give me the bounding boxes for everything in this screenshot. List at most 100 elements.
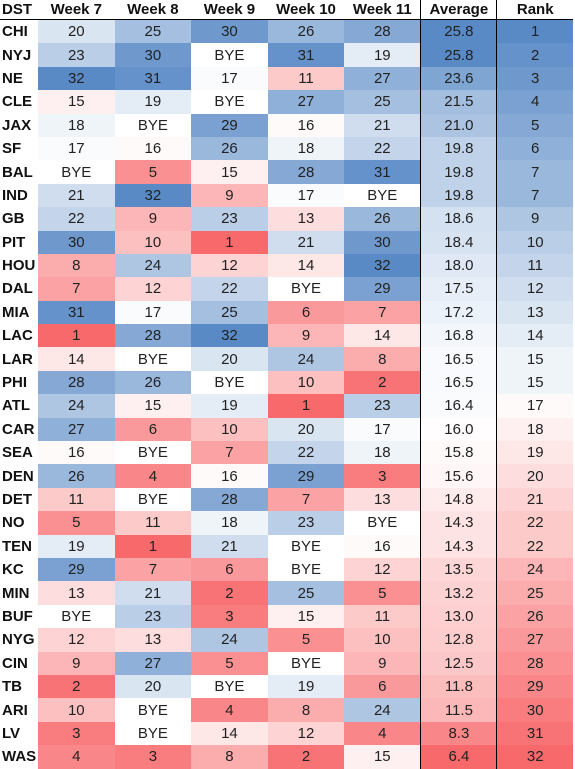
heatmap-cell: 19 [114,90,192,114]
rank-cell: 19 [496,441,573,465]
heatmap-cell: 19 [344,43,421,67]
table-row: CLE 15 19 BYE 27 25 21.5 4 [0,90,573,114]
heatmap-cell: 23 [344,394,421,418]
heatmap-cell: 27 [267,90,345,114]
heatmap-cell: 24 [114,253,192,278]
heatmap-cell: 32 [114,183,192,208]
heatmap-cell: 6 [114,417,192,442]
heatmap-cell: 3 [344,464,421,488]
table-row: MIA 31 17 25 6 7 17.2 13 [0,300,573,325]
team-label: LAC [0,324,39,348]
header-week-10: Week 10 [267,0,345,20]
team-label: LAR [0,347,39,371]
average-cell: 8.3 [420,721,497,746]
heatmap-cell: 21 [267,230,345,254]
heatmap-cell: 11 [114,511,192,535]
rank-cell: 26 [496,604,573,629]
rank-cell: 2 [496,43,573,67]
heatmap-cell: 22 [344,136,421,161]
heatmap-cell: 30 [38,230,115,254]
heatmap-cell: 15 [191,160,268,184]
team-label: CAR [0,417,39,442]
table-row: SEA 16 BYE 7 22 18 15.8 19 [0,441,573,465]
rank-cell: 5 [496,113,573,137]
heatmap-cell: 12 [114,277,192,301]
table-row: TB 2 20 BYE 19 6 11.8 29 [0,674,573,699]
header-dst: DST [0,0,39,20]
rank-cell: 30 [496,698,573,722]
heatmap-cell: 3 [191,604,268,629]
heatmap-cell: 8 [38,253,115,278]
heatmap-cell: 8 [267,698,345,722]
heatmap-cell: 29 [38,557,115,582]
heatmap-cell: 1 [191,230,268,254]
team-label: NYJ [0,43,39,67]
rank-cell: 10 [496,230,573,254]
heatmap-cell: 20 [191,347,268,371]
average-cell: 11.8 [420,674,497,699]
heatmap-cell: 18 [344,441,421,465]
heatmap-cell: BYE [191,90,268,114]
heatmap-cell: 15 [38,90,115,114]
heatmap-cell: 21 [344,113,421,137]
team-label: CLE [0,90,39,114]
heatmap-cell: 10 [344,628,421,652]
heatmap-cell: 12 [38,628,115,652]
average-cell: 14.3 [420,534,497,558]
heatmap-cell: 25 [191,300,268,325]
heatmap-cell: BYE [38,604,115,629]
heatmap-cell: 3 [38,721,115,746]
team-label: TEN [0,534,39,558]
average-cell: 25.8 [420,19,497,44]
heatmap-cell: BYE [114,113,192,137]
average-cell: 17.5 [420,277,497,301]
heatmap-cell: 23 [114,604,192,629]
heatmap-cell: 16 [38,441,115,465]
heatmap-cell: 19 [191,394,268,418]
heatmap-cell: 32 [344,253,421,278]
rank-cell: 9 [496,207,573,231]
average-cell: 17.2 [420,300,497,325]
heatmap-cell: 11 [267,66,345,91]
heatmap-cell: 7 [191,441,268,465]
rank-cell: 7 [496,183,573,208]
heatmap-cell: 30 [191,19,268,44]
heatmap-cell: 31 [114,66,192,91]
rank-cell: 22 [496,511,573,535]
table-row: CHI 20 25 30 26 28 25.8 1 [0,19,573,44]
table-row: TEN 19 1 21 BYE 16 14.3 22 [0,534,573,558]
heatmap-cell: 25 [267,581,345,605]
team-label: NE [0,66,39,91]
rank-cell: 22 [496,534,573,558]
rank-cell: 7 [496,160,573,184]
heatmap-cell: 14 [267,253,345,278]
heatmap-cell: 24 [191,628,268,652]
table-row: BAL BYE 5 15 28 31 19.8 7 [0,160,573,184]
heatmap-cell: 9 [114,207,192,231]
average-cell: 15.8 [420,441,497,465]
heatmap-cell: 10 [191,417,268,442]
heatmap-cell: 21 [38,183,115,208]
heatmap-cell: 5 [267,628,345,652]
heatmap-cell: 19 [38,534,115,558]
heatmap-cell: BYE [114,721,192,746]
heatmap-cell: 7 [344,300,421,325]
average-cell: 21.5 [420,90,497,114]
heatmap-cell: 22 [191,277,268,301]
heatmap-cell: 6 [267,300,345,325]
table-row: CIN 9 27 5 BYE 9 12.5 28 [0,651,573,675]
heatmap-cell: BYE [114,698,192,722]
team-label: DAL [0,277,39,301]
heatmap-cell: 13 [114,628,192,652]
heatmap-cell: 18 [267,136,345,161]
heatmap-cell: BYE [267,557,345,582]
team-label: NO [0,511,39,535]
heatmap-cell: BYE [191,674,268,699]
header-week-8: Week 8 [114,0,192,20]
heatmap-cell: 16 [114,136,192,161]
average-cell: 16.5 [420,370,497,395]
rank-cell: 24 [496,557,573,582]
heatmap-cell: 12 [344,557,421,582]
heatmap-cell: 14 [38,347,115,371]
team-label: CIN [0,651,39,675]
